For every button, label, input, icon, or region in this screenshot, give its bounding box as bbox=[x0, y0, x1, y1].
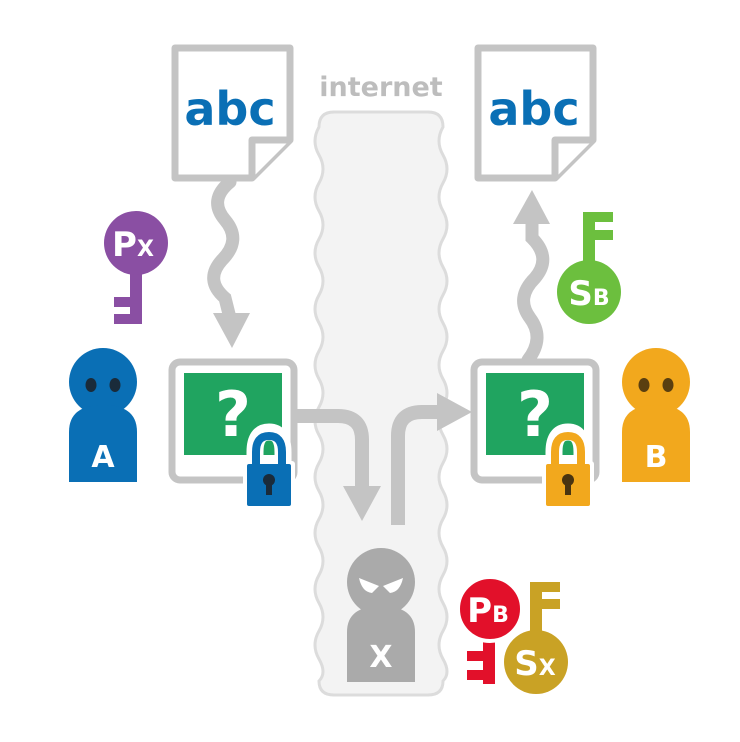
person-b-label: B bbox=[645, 440, 668, 475]
encrypted-document-left-icon: ? bbox=[168, 358, 298, 484]
key-pb-letter: P bbox=[467, 591, 492, 631]
receiver-document-text: abc bbox=[488, 82, 579, 136]
arrow-from-attacker-icon bbox=[391, 393, 472, 525]
attacker-x-icon: X bbox=[347, 548, 415, 682]
key-px-letter: P bbox=[112, 225, 137, 265]
attacker-x-label: X bbox=[369, 640, 392, 675]
key-sb-sub: B bbox=[593, 286, 610, 311]
key-sb-icon: SB bbox=[557, 212, 621, 324]
internet-channel: internet bbox=[313, 72, 449, 697]
key-pb-sub: B bbox=[492, 603, 509, 628]
person-a-label: A bbox=[91, 440, 115, 475]
sender-document-text: abc bbox=[184, 82, 275, 136]
padlock-blue-icon bbox=[243, 423, 295, 509]
key-px-icon: PX bbox=[104, 211, 168, 324]
encrypted-document-right-icon: ? bbox=[470, 358, 600, 484]
svg-text:SB: SB bbox=[568, 274, 609, 314]
key-sb-letter: S bbox=[568, 274, 593, 314]
key-sx-icon: SX bbox=[504, 582, 568, 694]
key-px-sub: X bbox=[137, 237, 154, 262]
svg-text:PX: PX bbox=[112, 225, 154, 265]
key-sx-letter: S bbox=[514, 644, 539, 684]
receiver-document-icon: abc bbox=[474, 44, 597, 182]
encrypted-glyph-left: ? bbox=[215, 378, 251, 451]
sender-document-icon: abc bbox=[171, 44, 294, 182]
encrypted-glyph-right: ? bbox=[517, 378, 553, 451]
padlock-orange-icon bbox=[542, 423, 594, 509]
svg-text:SX: SX bbox=[514, 644, 556, 684]
person-a-icon: A bbox=[69, 348, 137, 482]
wavy-arrow-down-icon bbox=[207, 175, 250, 348]
person-b-icon: B bbox=[622, 348, 690, 482]
internet-band bbox=[313, 110, 449, 697]
wavy-arrow-up-icon bbox=[513, 190, 550, 367]
svg-text:PB: PB bbox=[467, 591, 509, 631]
internet-label: internet bbox=[319, 72, 443, 103]
arrow-to-attacker-icon bbox=[296, 409, 381, 521]
key-pb-icon: PB bbox=[456, 575, 524, 684]
key-sx-sub: X bbox=[539, 656, 556, 681]
